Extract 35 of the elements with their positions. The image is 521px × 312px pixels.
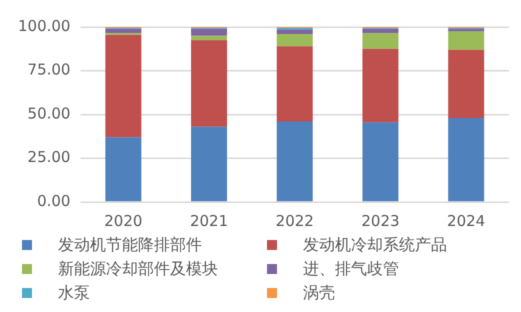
bar	[191, 28, 228, 36]
y-tick-label: 50.00	[28, 104, 70, 122]
bar	[191, 40, 228, 127]
bar	[448, 118, 484, 202]
legend-label: 进、排气歧管	[303, 258, 399, 280]
x-tick-label: 2024	[447, 212, 486, 230]
x-tick-label: 2023	[361, 212, 400, 230]
x-tick-label: 2020	[104, 212, 142, 230]
bar	[448, 31, 484, 50]
bar	[448, 28, 484, 32]
y-tick-label: 100.00	[18, 16, 70, 35]
bar	[276, 30, 313, 34]
y-tick-label: 75.00	[28, 60, 70, 79]
bar	[362, 122, 398, 202]
legend-label: 水泵	[58, 282, 90, 304]
legend-label: 新能源冷却部件及模块	[58, 258, 218, 280]
bar	[362, 28, 398, 34]
bar	[191, 126, 228, 202]
bar	[105, 137, 142, 202]
x-tick-label: 2022	[276, 212, 314, 230]
x-tick-label: 2021	[190, 212, 228, 230]
bar	[448, 50, 484, 118]
bar	[191, 36, 228, 40]
bar	[362, 33, 398, 49]
bar	[276, 122, 313, 202]
legend-label: 发动机节能降排部件	[58, 234, 202, 256]
legend-label: 发动机冷却系统产品	[303, 234, 447, 256]
y-tick-label: 0.00	[37, 192, 70, 210]
bar	[276, 46, 313, 122]
y-tick-label: 25.00	[28, 148, 70, 166]
bar	[105, 34, 142, 138]
bar	[362, 48, 398, 122]
bar	[105, 28, 142, 34]
legend-label: 涡壳	[303, 282, 335, 304]
bar	[276, 34, 313, 46]
